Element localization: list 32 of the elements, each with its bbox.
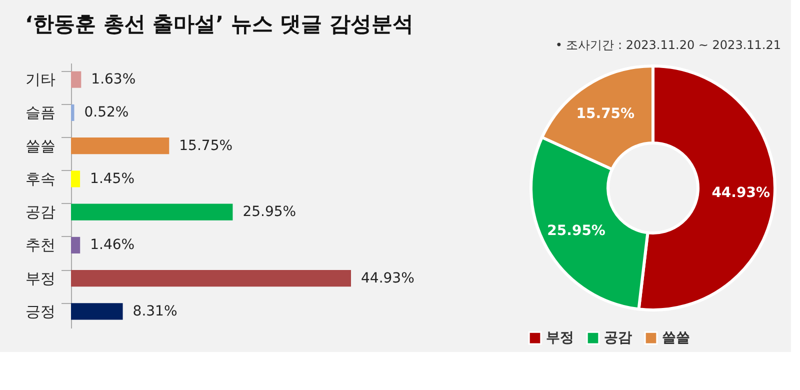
y-tick-label: 긍정 <box>26 302 56 320</box>
bar <box>71 104 74 121</box>
y-tick-label: 슬픔 <box>26 104 56 122</box>
legend-label: 부정 <box>546 330 574 346</box>
data-label: 44.93% <box>712 185 770 202</box>
legend-label: 공감 <box>604 330 632 346</box>
data-label: 44.93% <box>361 270 414 286</box>
data-label: 25.95% <box>242 204 296 220</box>
data-label: 25.95% <box>547 223 606 240</box>
y-tick-label: 부정 <box>26 269 56 288</box>
bar <box>71 170 80 188</box>
data-label: 8.31% <box>132 303 178 320</box>
chart-title: ‘한동훈 총선 출마설’ 뉴스 댓글 감성분석 <box>25 12 414 36</box>
data-label: 1.45% <box>90 170 135 187</box>
bar <box>71 71 82 88</box>
y-tick-label: 공감 <box>26 203 56 222</box>
text: • 조사기간 : 2023.11.20 ~ 2023.11.21 <box>555 38 781 52</box>
legend-label: 쓸쓸 <box>662 330 690 346</box>
bar <box>71 236 80 254</box>
data-label: 1.46% <box>90 237 135 254</box>
bar <box>71 303 123 320</box>
data-label: 15.75% <box>576 106 635 122</box>
data-label: 1.63% <box>91 72 136 88</box>
bar <box>71 204 233 220</box>
y-tick-label: 쓸쓸 <box>26 136 56 155</box>
y-tick-label: 후속 <box>26 170 56 188</box>
bar <box>71 270 351 287</box>
bar <box>71 138 170 154</box>
data-label: 0.52% <box>84 104 129 121</box>
y-tick-label: 추천 <box>26 236 56 254</box>
y-tick-label: 기타 <box>26 70 56 89</box>
data-label: 15.75% <box>179 138 233 154</box>
